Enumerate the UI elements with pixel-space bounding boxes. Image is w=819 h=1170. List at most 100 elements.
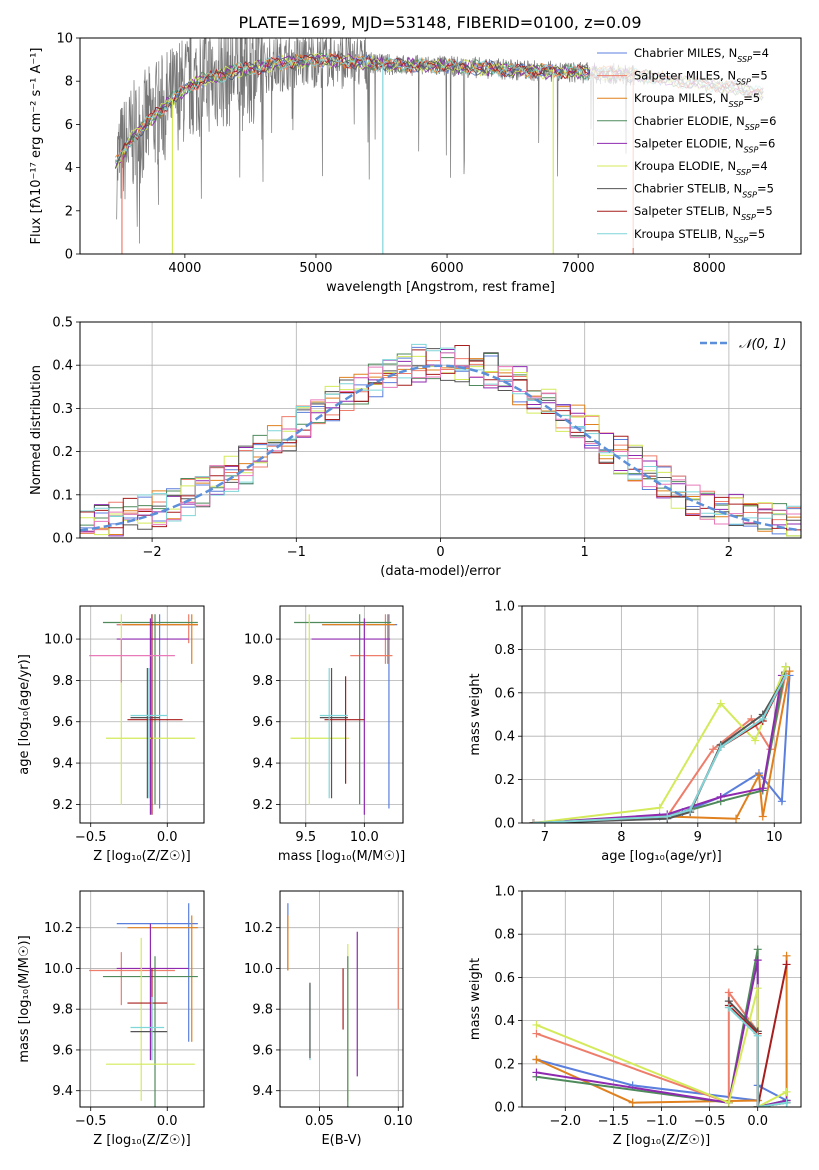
weight-point-marker	[753, 1031, 762, 1040]
axes-frame	[79, 890, 205, 1108]
y-tick-label: 0.2	[494, 1057, 515, 1072]
x-axis-label: Z [log₁₀(Z/Z☉)]	[93, 849, 190, 864]
legend-subscript: SSP	[736, 77, 751, 86]
observed-spectrum-line	[116, 38, 635, 244]
legend-subscript: SSP	[737, 55, 752, 64]
residual-histogram	[80, 343, 801, 537]
y-tick-label: 8	[65, 75, 73, 90]
legend-count: =5	[757, 182, 774, 196]
y-tick-label: 10.2	[244, 921, 273, 936]
legend-frame	[590, 44, 796, 248]
weight-point-marker	[785, 667, 794, 676]
legend-count: =5	[751, 69, 768, 83]
weight-point-marker	[732, 814, 741, 823]
x-tick-label: 9	[694, 830, 702, 845]
weight-point-marker	[753, 956, 762, 965]
y-axis-label: Flux [fλ10⁻¹⁷ erg cm⁻² s⁻¹ A⁻¹]	[29, 48, 44, 245]
y-tick-label: 2	[65, 204, 73, 219]
y-tick-label: 0.0	[494, 1101, 515, 1116]
y-tick-label: 0.8	[494, 643, 515, 658]
y-tick-label: 4	[65, 161, 73, 176]
axes-frame	[521, 890, 802, 1108]
weight-point-marker	[753, 1103, 762, 1107]
x-tick-label: −2	[143, 545, 162, 560]
weight-point-marker	[716, 699, 725, 708]
normal-pdf-curve	[80, 364, 801, 532]
weight-point-marker	[532, 1029, 541, 1038]
legend-count: =5	[748, 227, 765, 241]
x-tick-label: −1.5	[598, 1114, 630, 1129]
legend-count: =5	[743, 91, 760, 105]
weight-point-marker	[782, 1087, 791, 1096]
y-axis-label: age [log₁₀(age/yr)]	[17, 654, 32, 775]
x-axis-label: Z [log₁₀(Z/Z☉)]	[613, 1133, 710, 1148]
x-tick-label: 0.0	[157, 830, 178, 845]
y-tick-label: 10.0	[244, 962, 273, 977]
y-tick-label: 0.2	[494, 773, 515, 788]
legend-subscript: SSP	[745, 122, 760, 131]
y-tick-label: 10.0	[244, 633, 273, 648]
legend-label: Kroupa STELIB, NSSP=5	[634, 227, 765, 245]
y-tick-label: 6	[65, 118, 73, 133]
y-tick-label: 0.1	[52, 488, 73, 503]
y-tick-label: 9.6	[252, 1043, 273, 1058]
x-tick-label: 0	[436, 545, 444, 560]
y-tick-label: 0.0	[494, 817, 515, 832]
x-tick-label: 5000	[299, 261, 332, 276]
y-tick-label: 1.0	[494, 885, 515, 900]
y-tick-label: 9.8	[252, 674, 273, 689]
axes-frame	[79, 605, 205, 824]
weight-point-marker	[758, 812, 767, 821]
y-tick-label: 0.5	[52, 316, 73, 331]
plot-area	[290, 614, 398, 815]
legend-count: =5	[756, 204, 773, 218]
panel-mass_vs_Z: −0.5 0.0 9.4 9.6 9.8 10.0 10.2 Z [log₁₀(Z/Z☉)] m…	[17, 890, 205, 1148]
legend: Chabrier MILES, NSSP=4 Salpeter MILES, NS…	[590, 44, 796, 248]
x-tick-label: −0.5	[694, 1114, 726, 1129]
weight-point-marker	[753, 984, 762, 993]
legend-label: Kroupa ELODIE, NSSP=4	[634, 159, 768, 177]
x-tick-label: 1	[581, 545, 589, 560]
y-tick-label: 10.2	[44, 921, 73, 936]
weight-point-marker	[758, 784, 767, 793]
legend-subscript: SSP	[744, 145, 759, 154]
y-tick-label: 1.0	[494, 600, 515, 615]
legend-label: Chabrier STELIB, NSSP=5	[634, 182, 774, 200]
weight-point-marker	[758, 714, 767, 723]
x-tick-label: 6000	[431, 261, 464, 276]
weight-series-line	[533, 666, 787, 823]
plot-area	[89, 614, 198, 815]
legend-count: =4	[751, 159, 768, 173]
y-tick-label: 0.4	[494, 730, 515, 745]
legend-subscript: SSP	[741, 213, 756, 222]
weight-point-marker	[716, 792, 725, 801]
x-tick-label: 0.0	[747, 1114, 768, 1129]
panel-age_vs_Z: −0.5 0.0 9.2 9.4 9.6 9.8 10.0 Z [log₁₀(Z/Z☉)] ag…	[17, 605, 205, 864]
legend-count: =4	[752, 46, 769, 60]
weight-point-marker	[782, 1098, 791, 1107]
y-tick-label: 9.8	[52, 1003, 73, 1018]
weight-point-marker	[724, 988, 733, 997]
x-tick-label: −2.0	[550, 1114, 582, 1129]
axes-frame	[279, 605, 404, 824]
y-tick-label: 9.8	[52, 674, 73, 689]
weight-series-line	[533, 674, 787, 823]
weight-point-marker	[753, 945, 762, 954]
y-tick-label: 0.8	[494, 928, 515, 943]
panel-weight_vs_age: 7 8 9 10 0.0 0.2 0.4 0.6 0.8 1.0 age [log₁₀(age/yr…	[468, 600, 802, 864]
legend-subscript: SSP	[742, 190, 757, 199]
weight-series-line	[533, 675, 791, 823]
legend-subscript: SSP	[736, 168, 751, 177]
weight-point-marker	[529, 819, 538, 823]
weight-point-marker	[724, 1098, 733, 1107]
x-tick-label: 7000	[562, 261, 595, 276]
figure-title: PLATE=1699, MJD=53148, FIBERID=0100, z=0…	[238, 13, 641, 32]
axes-frame	[79, 321, 802, 539]
x-tick-label: −0.5	[75, 1114, 107, 1129]
x-tick-label: 8	[617, 830, 625, 845]
y-tick-label: 0.2	[52, 445, 73, 460]
weight-point-marker	[724, 1003, 733, 1012]
weight-point-marker	[781, 662, 790, 671]
weight-point-marker	[782, 960, 791, 969]
weight-point-marker	[709, 745, 718, 754]
